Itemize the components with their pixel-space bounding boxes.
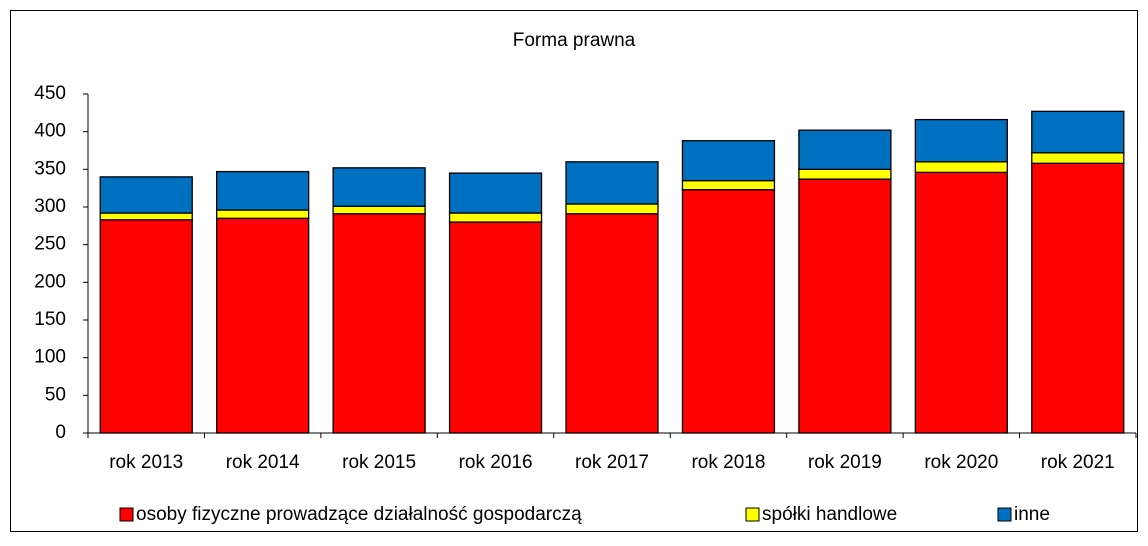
bar-segment	[216, 217, 310, 434]
legend-label: inne	[1014, 504, 1050, 525]
bar-segment	[1031, 110, 1125, 154]
bar-segment	[565, 161, 659, 205]
bar-segment	[565, 213, 659, 434]
bar-segment	[681, 140, 776, 182]
bar-segment	[332, 167, 426, 207]
x-tick-label: rok 2016	[459, 452, 533, 473]
bar-segment	[681, 189, 776, 434]
y-tick-label: 300	[34, 196, 66, 217]
legend-swatch	[119, 507, 134, 522]
chart-title: Forma prawna	[513, 30, 636, 51]
bar-segment	[332, 205, 426, 215]
bar-segment	[448, 172, 543, 214]
bar-segment	[99, 219, 193, 434]
bar-segment	[99, 212, 193, 221]
bar-segment	[681, 179, 776, 191]
bar-segment	[448, 212, 543, 223]
x-tick-label: rok 2017	[575, 452, 649, 473]
bar-segment	[798, 129, 892, 170]
bar-segment	[216, 170, 310, 211]
legend-swatch	[745, 507, 760, 522]
bar-segment	[1031, 152, 1125, 164]
x-tick-label: rok 2019	[808, 452, 882, 473]
legend-swatch	[997, 507, 1012, 522]
y-tick-label: 200	[34, 271, 66, 292]
x-tick-label: rok 2014	[226, 452, 300, 473]
x-tick-label: rok 2021	[1041, 452, 1115, 473]
bar-segment	[798, 178, 892, 434]
y-tick-label: 50	[45, 384, 66, 405]
bar-segment	[332, 213, 426, 434]
y-tick-label: 150	[34, 309, 66, 330]
y-tick-label: 100	[34, 347, 66, 368]
legend-label: spółki handlowe	[762, 504, 897, 525]
x-tick-label: rok 2015	[342, 452, 416, 473]
bar-segment	[99, 176, 193, 214]
x-tick-label: rok 2013	[109, 452, 183, 473]
x-tick-label: rok 2018	[691, 452, 765, 473]
y-tick-label: 350	[34, 158, 66, 179]
legend-label: osoby fizyczne prowadzące działalność go…	[136, 504, 582, 525]
bar-segment	[914, 161, 1008, 173]
bar-segment	[1031, 162, 1125, 434]
bar-segment	[448, 221, 543, 434]
bar-segment	[914, 171, 1008, 434]
y-tick-label: 400	[34, 121, 66, 142]
y-tick-label: 450	[34, 83, 66, 104]
y-tick-label: 250	[34, 234, 66, 255]
bar-segment	[798, 168, 892, 180]
bar-segment	[565, 203, 659, 215]
x-tick-label: rok 2020	[924, 452, 998, 473]
bar-segment	[914, 118, 1008, 163]
y-tick-label: 0	[55, 422, 66, 443]
bar-segment	[216, 209, 310, 219]
